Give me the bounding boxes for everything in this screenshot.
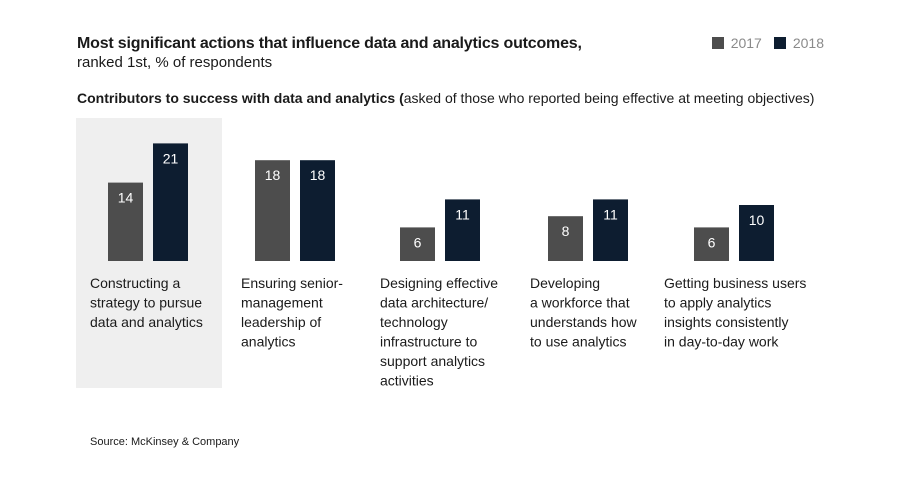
category-label-2-line-2: management — [241, 295, 323, 311]
bar-2017-1 — [108, 182, 143, 261]
category-label-5-line-2: to apply analytics — [664, 295, 771, 311]
data-label-2018-1: 21 — [163, 150, 179, 166]
category-label-5-line-3: insights consistently — [664, 314, 789, 330]
category-label-1-line-3: data and analytics — [90, 314, 203, 330]
bar-2017-5 — [694, 227, 729, 261]
data-label-2017-5: 6 — [708, 234, 716, 250]
category-label-2-line-4: analytics — [241, 334, 295, 350]
category-label-3-line-1: Designing effective — [380, 275, 498, 291]
data-label-2017-4: 8 — [562, 223, 570, 239]
bar-2018-5 — [739, 205, 774, 261]
bar-2017-3 — [400, 227, 435, 261]
category-label-4-line-3: understands how — [530, 314, 638, 330]
legend: 2017 2018 — [711, 35, 824, 51]
section-heading-rest: asked of those who reported being effect… — [403, 90, 815, 106]
data-label-2018-4: 11 — [603, 206, 618, 222]
legend-item-2018: 2018 — [773, 35, 824, 51]
bar-2017-2 — [255, 160, 290, 261]
bar-2017-4 — [548, 216, 583, 261]
legend-label-2018: 2018 — [792, 35, 824, 51]
data-label-2017-2: 18 — [265, 167, 281, 183]
bar-2018-3 — [445, 199, 480, 261]
legend-swatch-2017 — [711, 37, 724, 49]
category-label-5-line-4: in day-to-day work — [664, 334, 779, 350]
section-heading-bold: Contributors to success with data and an… — [77, 90, 404, 106]
category-label-4-line-4: to use analytics — [530, 334, 627, 350]
category-label-4-line-1: Developing — [530, 275, 600, 291]
data-label-2018-3: 11 — [455, 206, 470, 222]
legend-label-2017: 2017 — [730, 35, 762, 51]
data-label-2017-1: 14 — [118, 190, 134, 206]
category-label-2-line-3: leadership of — [241, 314, 321, 330]
category-label-1-line-1: Constructing a — [90, 275, 180, 291]
section-heading: Contributors to success with data and an… — [77, 90, 814, 106]
category-label-1-line-2: strategy to pursue — [90, 295, 202, 311]
legend-swatch-2018 — [773, 37, 786, 49]
category-label-3-line-4: infrastructure to — [380, 334, 477, 350]
highlight-panel — [76, 118, 222, 388]
bar-2018-4 — [593, 199, 628, 261]
data-label-2017-3: 6 — [414, 234, 422, 250]
category-label-3-line-6: activities — [380, 373, 434, 389]
chart-title: Most significant actions that influence … — [77, 35, 582, 52]
category-label-2-line-1: Ensuring senior- — [241, 275, 343, 291]
data-label-2018-2: 18 — [310, 167, 326, 183]
category-label-3-line-3: technology — [380, 314, 448, 330]
category-label-3-line-5: support analytics — [380, 353, 485, 369]
category-label-4-line-2: a workforce that — [530, 295, 630, 311]
data-label-2018-5: 10 — [749, 212, 765, 228]
chart-subtitle: ranked 1st, % of respondents — [77, 54, 273, 71]
bar-2018-1 — [153, 143, 188, 261]
source-note: Source: McKinsey & Company — [90, 436, 240, 448]
category-label-3-line-2: data architecture/ — [380, 295, 488, 311]
category-label-5-line-1: Getting business users — [664, 275, 806, 291]
bar-2018-2 — [300, 160, 335, 261]
legend-item-2017: 2017 — [711, 35, 762, 51]
